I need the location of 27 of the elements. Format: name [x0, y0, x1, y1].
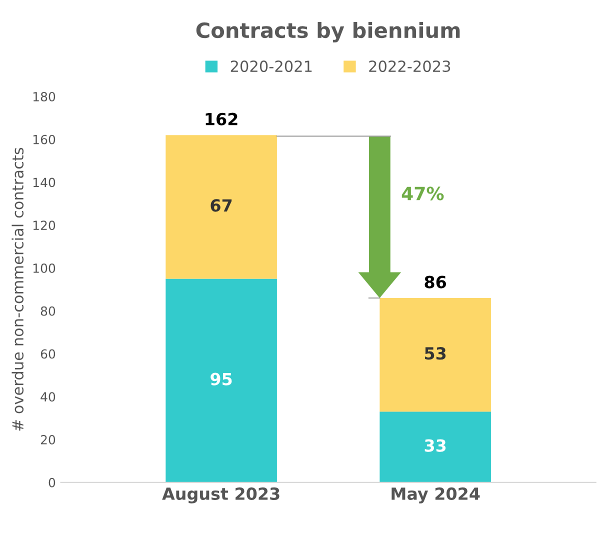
y-tick-label: 20 — [40, 434, 56, 444]
y-tick-label: 60 — [40, 349, 56, 359]
data-label: 33 — [424, 439, 446, 452]
y-tick-label: 80 — [40, 306, 56, 316]
y-tick-label: 180 — [33, 92, 56, 102]
bar — [380, 412, 491, 482]
y-axis-title: # overdue non-commercial contracts — [12, 148, 24, 431]
bar — [166, 278, 277, 482]
total-label: 86 — [424, 276, 446, 288]
y-tick-label: 100 — [33, 263, 56, 273]
legend-label: 2022-2023 — [369, 60, 450, 72]
chart-title: Contracts by biennium — [196, 22, 460, 42]
total-label: 162 — [206, 112, 238, 126]
legend-label: 2020-2021 — [230, 60, 312, 72]
y-tick-label: 0 — [48, 478, 56, 488]
bar — [166, 135, 277, 279]
data-label: 95 — [210, 372, 232, 386]
y-tick-label: 120 — [33, 220, 56, 230]
x-tick-label: August 2023 — [162, 487, 280, 504]
data-label: 53 — [425, 347, 446, 360]
y-tick-label: 140 — [33, 178, 56, 188]
x-tick-label: May 2024 — [392, 487, 480, 504]
data-label: 67 — [210, 199, 232, 212]
y-tick-label: 160 — [33, 134, 56, 144]
annotation: 47% — [402, 186, 444, 200]
bar — [380, 298, 491, 412]
y-tick-label: 40 — [40, 392, 56, 402]
